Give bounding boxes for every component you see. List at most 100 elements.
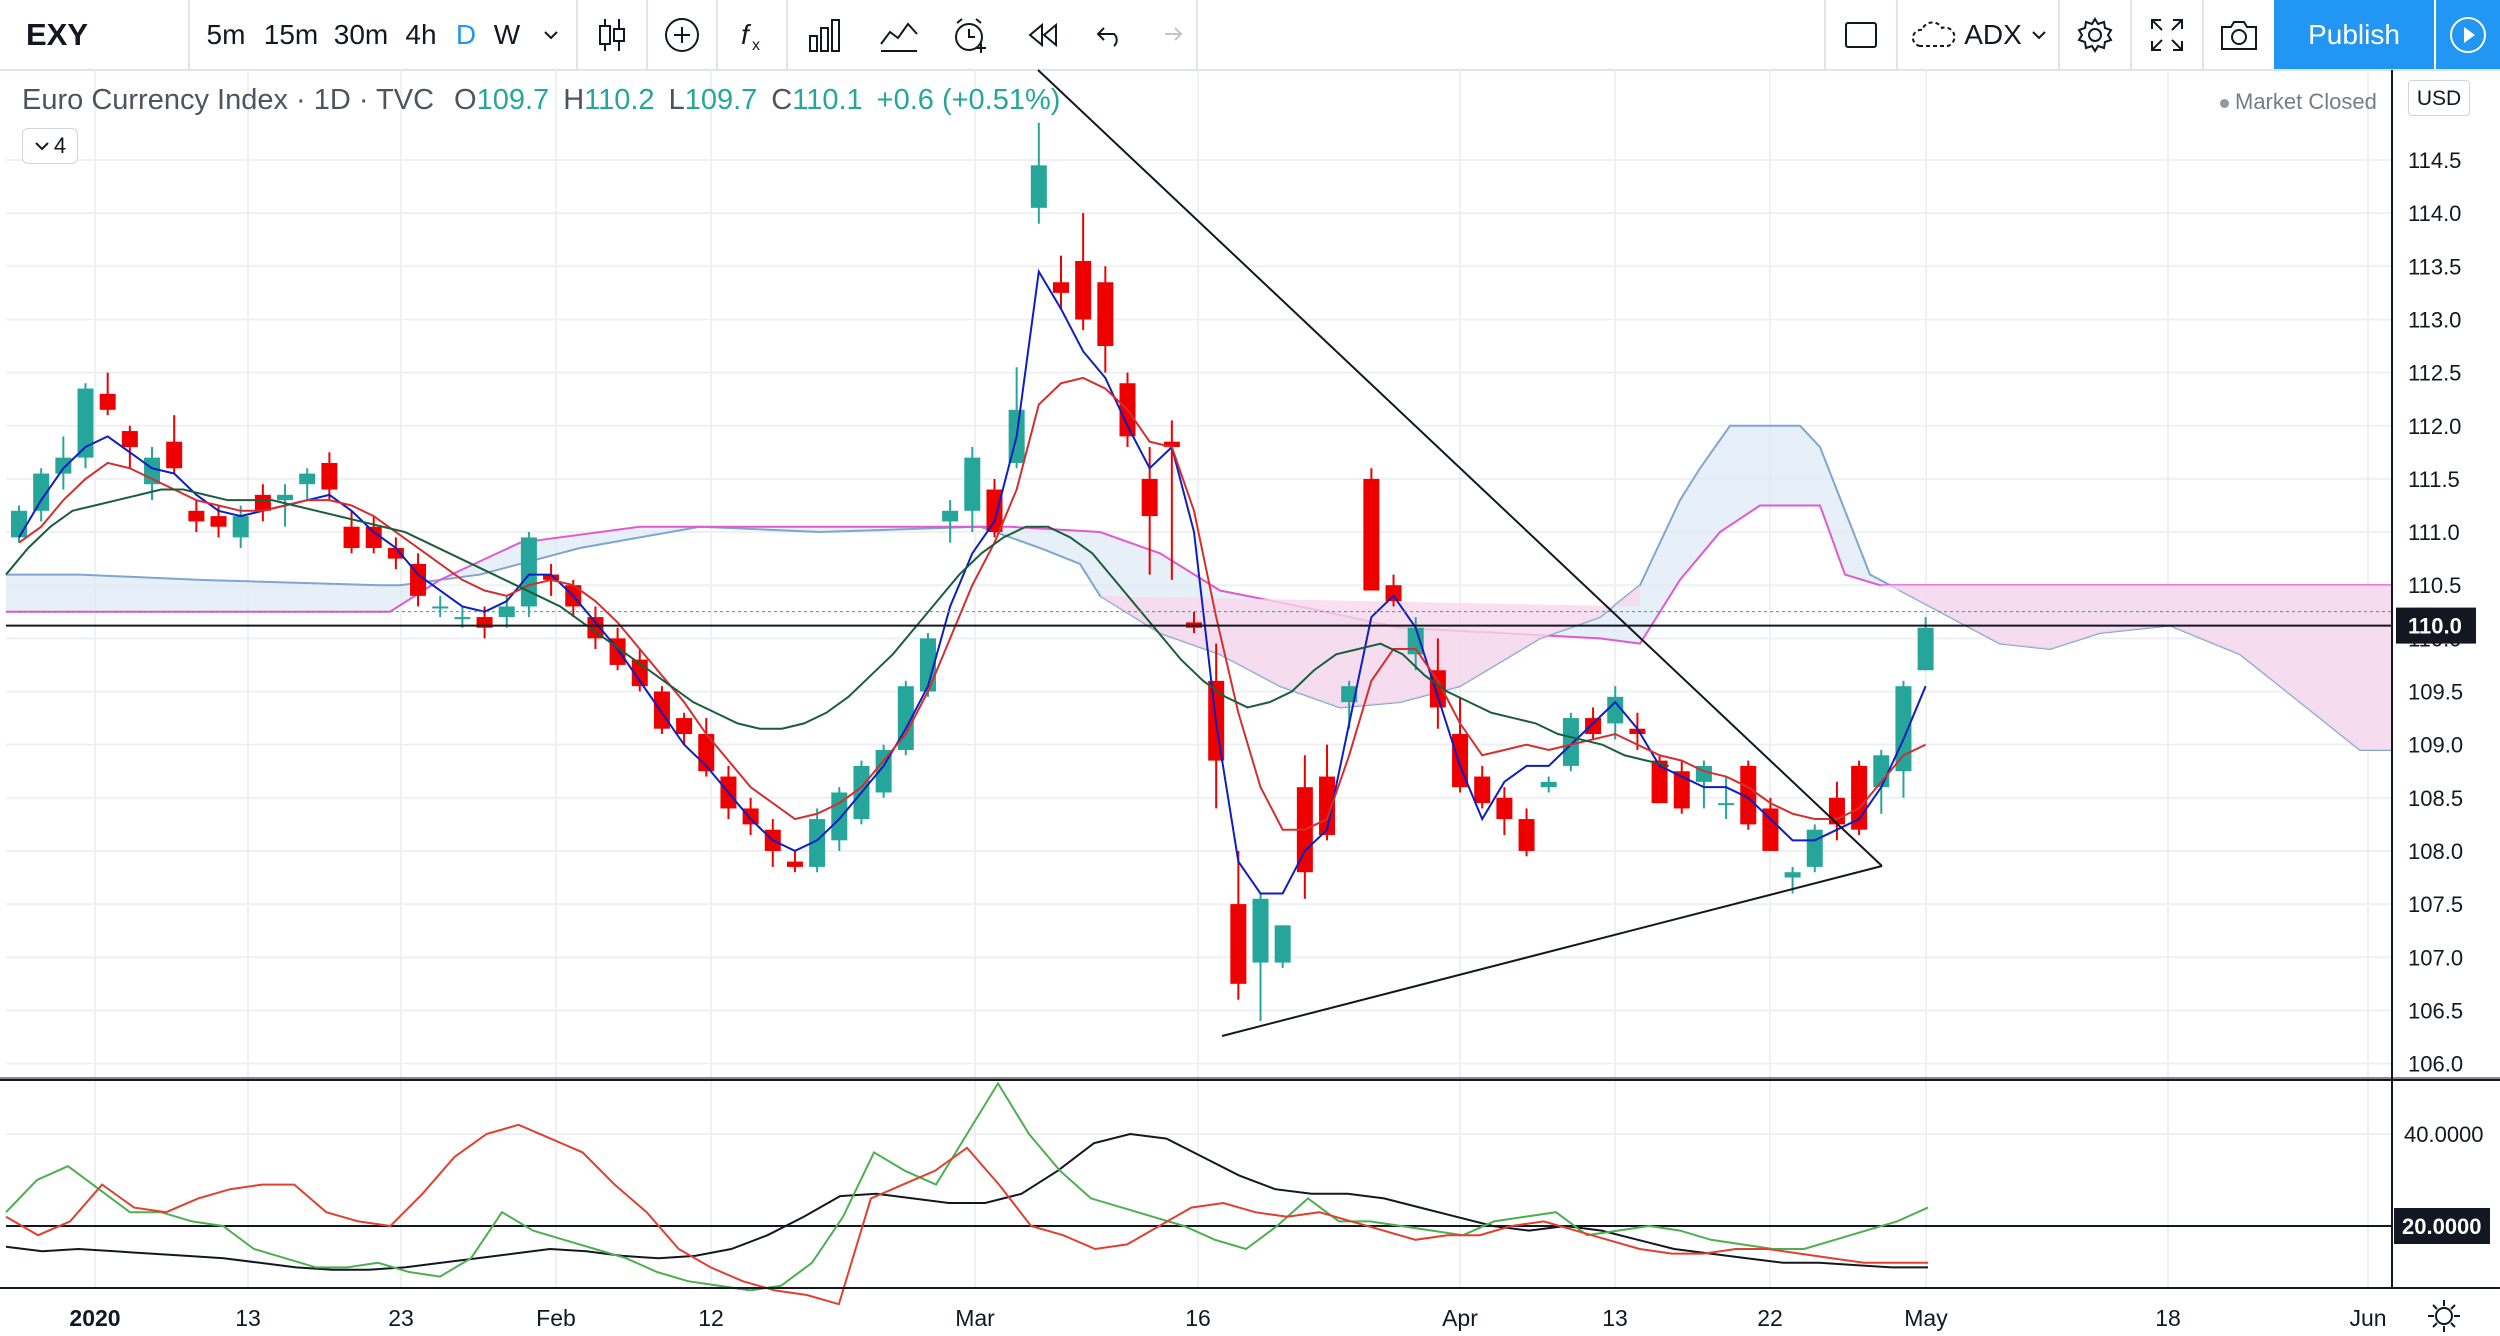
time-tick-label: Apr [1442,1305,1478,1331]
interval-w[interactable]: W [493,19,521,50]
rectangle-icon[interactable] [1826,0,1896,69]
kumo-fill-bearish [1880,585,2392,750]
time-tick-label: 18 [2155,1305,2181,1331]
candle [1230,904,1247,984]
candle [1363,478,1380,591]
candle [33,473,50,511]
upper-trendline[interactable] [1037,69,1883,867]
candle [1474,776,1491,804]
undo-icon[interactable] [1080,0,1140,69]
candle [653,691,670,729]
time-tick-label: 22 [1757,1305,1783,1331]
close-label: C [771,83,793,116]
candle [1806,829,1823,867]
candle [476,617,493,628]
compare-icon[interactable] [864,0,934,69]
candle [11,510,27,538]
publish-button[interactable]: Publish [2274,0,2434,69]
lagging-span [5,488,1669,767]
candle [210,516,227,527]
candles-icon[interactable] [578,0,646,69]
currency-button[interactable]: USD [2408,80,2470,116]
candle [432,606,449,609]
indicators-collapse-button[interactable]: 4 [22,128,78,164]
candle [144,457,161,485]
time-tick-label: Jun [2349,1305,2386,1331]
price-tick-label: 109.5 [2408,680,2463,705]
legend-title[interactable]: Euro Currency Index · 1D · TVC [22,83,435,116]
interval-4h[interactable]: 4h [405,19,437,50]
time-tick-label: Mar [955,1305,995,1331]
grid [6,70,2392,1288]
plus-di-line [5,1081,1929,1292]
candle [1784,872,1801,878]
candle [55,457,72,474]
lower-trendline[interactable] [1221,865,1883,1037]
candle [520,537,537,607]
candle [1895,686,1912,772]
play-icon[interactable] [2436,0,2500,69]
interval-d[interactable]: D [455,19,477,50]
candle [742,808,759,825]
indicator-lines [5,268,2392,895]
candle [809,819,826,867]
gear-icon[interactable] [2060,0,2130,69]
candle [1828,797,1845,825]
price-tick-label: 113.0 [2408,307,2461,332]
chevron-down-icon[interactable] [2024,0,2054,69]
high-value: 110.2 [584,83,655,116]
replay-icon[interactable] [1008,0,1078,69]
trendlines [1037,69,1883,1037]
price-tick-label: 106.0 [2408,1052,2463,1077]
interval-30m[interactable]: 30m [333,19,389,50]
candle [1341,686,1358,703]
plus-circle-icon[interactable] [648,0,716,69]
alert-icon[interactable] [936,0,1006,69]
tenkan-line [18,268,1927,895]
current-price-tag [2396,607,2476,644]
candle [1762,808,1779,851]
candle [343,526,360,548]
time-tick-label: Feb [536,1305,576,1331]
candle [1163,441,1180,448]
price-tick-label: 107.0 [2408,945,2463,970]
camera-icon[interactable] [2204,0,2274,69]
interval-5m[interactable]: 5m [206,19,246,50]
low-value: 109.7 [684,83,758,116]
candle [1030,165,1047,208]
candle [1252,898,1269,963]
change-value: +0.6 (+0.51%) [876,83,1061,116]
minus-di-line [5,1123,1928,1306]
candle [1651,760,1668,804]
bars-icon[interactable] [788,0,862,69]
indicator-template-label[interactable]: ADX [1964,19,2022,50]
price-tick-label: 110.5 [2408,573,2461,598]
candle [99,393,116,410]
candle [942,510,959,522]
candle [121,431,138,448]
candle [1540,781,1557,788]
candle [188,510,205,522]
price-tick-label: 108.0 [2408,839,2463,864]
status-dot-icon [2220,98,2229,108]
time-tick-label: May [1904,1305,1948,1331]
kumo-fill [6,425,2392,750]
candle [1585,718,1602,735]
candle [1274,925,1291,963]
symbol-search[interactable]: EXY [0,0,190,69]
chevron-down-icon[interactable] [530,0,572,69]
price-tick-label: 106.5 [2408,998,2463,1023]
candle [410,563,427,596]
adx-level-tag [2394,1208,2490,1244]
candle [1496,797,1513,820]
candle [1607,696,1624,724]
candle [1075,260,1092,320]
candle [919,638,936,692]
candle [1385,585,1402,602]
redo-icon[interactable] [1140,0,1198,69]
fullscreen-icon[interactable] [2132,0,2202,69]
interval-15m[interactable]: 15m [263,19,319,50]
